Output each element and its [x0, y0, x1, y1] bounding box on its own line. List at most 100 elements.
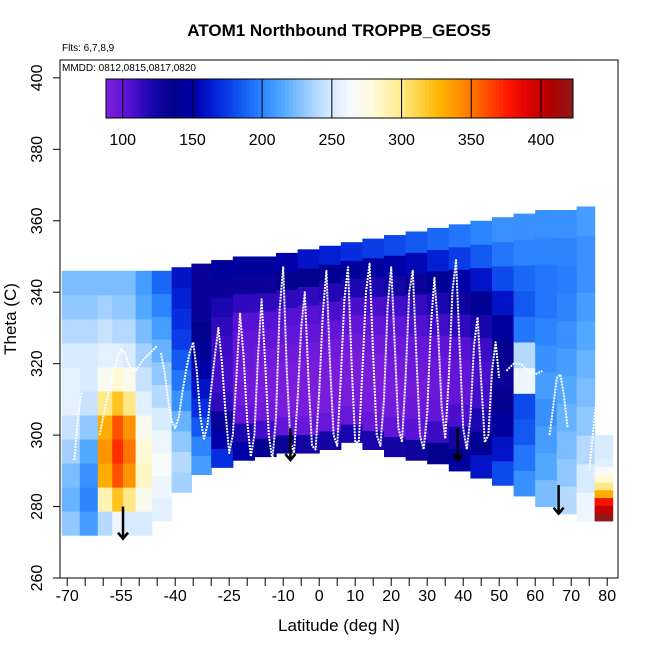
colorbar-swatch	[440, 79, 446, 118]
heatmap-cell	[123, 390, 137, 416]
colorbar-swatch	[432, 79, 438, 118]
heatmap-cell	[362, 430, 385, 450]
heatmap-cell	[556, 292, 578, 322]
heatmap-cell	[556, 210, 578, 239]
x-tick-label: -40	[164, 588, 187, 605]
heatmap-cell	[470, 314, 493, 339]
heatmap-cell	[340, 405, 363, 425]
heatmap-cell	[556, 320, 578, 349]
heatmap-cell	[576, 377, 596, 408]
flight-track-segment	[548, 373, 569, 436]
x-tick-label: 0	[315, 588, 324, 605]
colorbar-swatch	[296, 79, 302, 118]
heatmap-cell	[448, 269, 471, 293]
colorbar-swatch	[557, 79, 562, 118]
heatmap-cell	[470, 220, 493, 245]
heatmap-cell	[171, 471, 192, 493]
colorbar-swatch	[211, 79, 216, 118]
colorbar-swatch	[534, 79, 539, 118]
heatmap-cell	[535, 237, 558, 265]
colorbar-swatch	[475, 79, 481, 118]
colorbar-swatch	[218, 79, 224, 118]
heatmap-cell	[171, 430, 192, 452]
down-arrow-head	[451, 453, 464, 463]
colorbar-swatch	[467, 79, 473, 118]
colorbar-swatch	[471, 79, 477, 118]
heatmap-cell	[513, 290, 536, 317]
colorbar-swatch	[526, 79, 531, 118]
colorbar-swatch	[234, 79, 239, 118]
heatmap-cell	[79, 390, 99, 416]
heatmap-cell	[297, 286, 320, 306]
flight-track	[73, 259, 601, 471]
heatmap-cell	[151, 429, 173, 454]
colorbar-swatch	[456, 79, 461, 118]
colorbar-swatch	[199, 79, 204, 118]
colorbar-swatch	[421, 79, 426, 118]
colorbar-swatch	[495, 79, 500, 118]
heatmap-cell	[340, 242, 363, 261]
heatmap-cell	[191, 263, 212, 284]
colorbar-tick-label: 350	[458, 132, 485, 149]
colorbar-swatch	[343, 79, 348, 118]
heatmap-cell	[191, 436, 212, 456]
heatmap-cell	[576, 463, 596, 493]
heatmap-cell	[448, 313, 471, 337]
heatmap-cell	[211, 373, 234, 393]
heatmap-cell	[340, 278, 363, 298]
colorbar-swatch	[569, 79, 574, 118]
heatmap-cell	[576, 406, 596, 436]
heatmap-cell	[151, 270, 173, 295]
heatmap-cell	[112, 294, 124, 320]
heatmap-cell	[97, 294, 113, 320]
heatmap-cell	[112, 487, 124, 512]
heatmap-cell	[576, 349, 596, 379]
heatmap-cell	[384, 275, 407, 297]
heatmap-cell	[211, 316, 234, 336]
heatmap-cell	[492, 290, 515, 316]
heatmap-cell	[535, 425, 558, 454]
heatmap-cell	[384, 235, 407, 256]
heatmap-cell	[276, 289, 299, 309]
heatmap-cell	[448, 291, 471, 315]
colorbar-swatch	[292, 79, 298, 118]
heatmap-cell	[61, 318, 81, 344]
heatmap-cell	[297, 267, 320, 287]
heatmap-cell	[362, 391, 385, 412]
colorbar-swatch	[506, 79, 512, 118]
colorbar-swatch	[541, 79, 547, 118]
colorbar-tick-label: 300	[388, 132, 415, 149]
heatmap-cell	[112, 463, 124, 488]
heatmap-cell	[427, 399, 450, 422]
x-tick-label: -55	[110, 588, 133, 605]
heatmap-cell	[191, 397, 212, 418]
heatmap-cell	[232, 441, 255, 461]
heatmap-cell	[513, 316, 536, 343]
colorbar-swatch	[409, 79, 414, 118]
heatmap-cell	[384, 255, 407, 276]
colorbar-swatch	[246, 79, 251, 118]
heatmap-cell	[171, 328, 192, 350]
heatmap-cell	[448, 381, 471, 405]
heatmap-cell	[448, 246, 471, 270]
heatmap-cell	[232, 274, 255, 295]
heatmap-cell	[362, 257, 385, 278]
heatmap-cell	[151, 361, 173, 386]
heatmap-cell	[112, 366, 124, 392]
colorbar-swatch	[355, 79, 360, 118]
heatmap-cell	[594, 481, 614, 491]
heatmap-cell	[211, 391, 234, 412]
colorbar-swatch	[382, 79, 387, 118]
heatmap-cell	[556, 265, 578, 294]
heatmap-cell	[232, 386, 255, 406]
colorbar-swatch	[257, 79, 263, 118]
heatmap-cell	[232, 423, 255, 443]
colorbar-swatch	[222, 79, 228, 118]
heatmap-cell	[171, 451, 192, 473]
colorbar-swatch	[320, 79, 325, 118]
colorbar-tick-label: 200	[249, 132, 276, 149]
colorbar-swatch	[304, 79, 309, 118]
heatmap-cell	[513, 264, 536, 292]
y-tick-label: 360	[29, 207, 46, 234]
heatmap-cell	[61, 439, 81, 464]
